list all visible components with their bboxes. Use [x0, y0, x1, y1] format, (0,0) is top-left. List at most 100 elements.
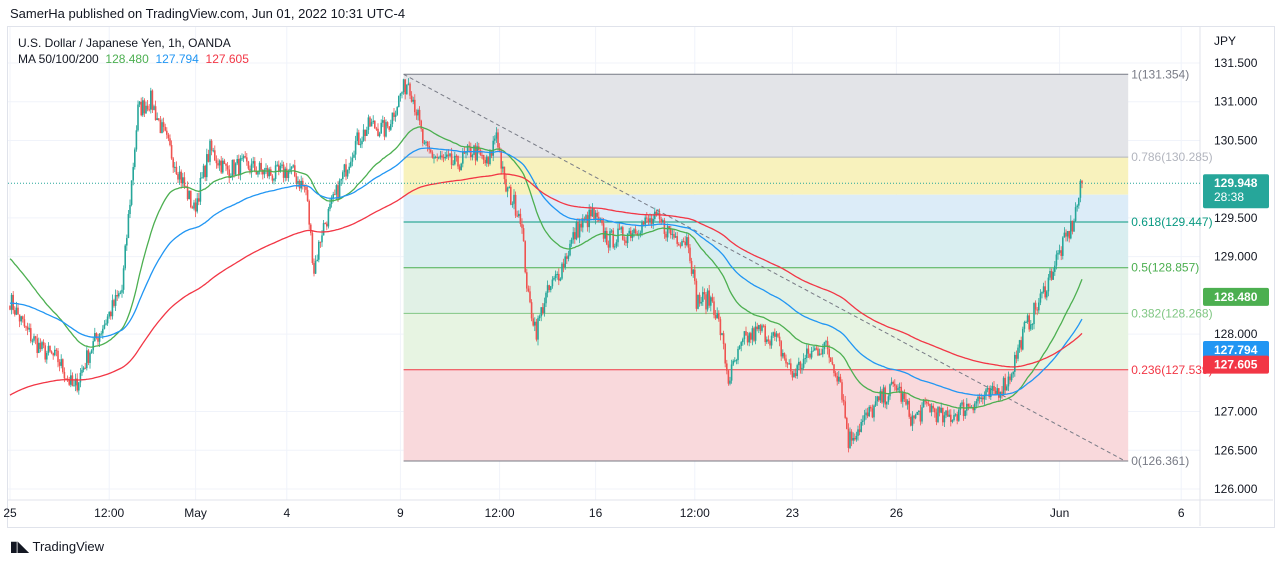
candle — [103, 320, 106, 330]
candle — [326, 221, 328, 231]
candle-body — [380, 122, 382, 134]
candle-body — [188, 190, 190, 200]
candle-body — [644, 217, 646, 225]
candle-body — [322, 223, 325, 236]
candle — [951, 419, 954, 424]
candle-body — [662, 220, 664, 223]
candle — [745, 326, 747, 336]
candle-body — [218, 160, 221, 166]
candle — [911, 411, 914, 432]
fib-label-1: 1(131.354) — [1131, 67, 1189, 81]
candle — [649, 213, 651, 226]
candle-body — [871, 408, 874, 418]
candle — [927, 400, 930, 407]
candle — [254, 157, 256, 173]
candle-body — [1039, 293, 1042, 303]
candle-body — [679, 245, 682, 247]
candle — [1042, 282, 1045, 294]
candle-body — [991, 385, 994, 390]
candle — [110, 310, 112, 320]
candle — [727, 369, 730, 386]
candle-body — [908, 400, 910, 417]
candle — [914, 413, 917, 420]
candle — [313, 258, 315, 277]
candle-body — [489, 151, 491, 165]
candle — [9, 305, 11, 311]
candle — [964, 409, 966, 419]
candle-body — [234, 163, 237, 175]
fib-zone — [403, 157, 1129, 195]
candle-body — [554, 274, 557, 278]
candle-body — [719, 319, 722, 336]
candle-body — [593, 208, 595, 219]
candle — [753, 326, 755, 343]
candle-body — [1015, 354, 1018, 359]
candle-body — [569, 243, 571, 256]
candle — [810, 346, 813, 360]
candle-body — [606, 231, 608, 245]
candle — [169, 134, 171, 147]
candle-body — [1023, 322, 1026, 329]
candle-body — [567, 255, 570, 259]
candle — [154, 100, 157, 121]
candle-body — [892, 381, 894, 384]
candle — [108, 311, 110, 319]
candle — [295, 172, 298, 190]
candle-body — [938, 407, 941, 413]
candle — [561, 262, 563, 280]
candle — [442, 154, 445, 163]
candle — [105, 319, 107, 326]
candle-body — [127, 214, 130, 239]
candle — [188, 190, 190, 200]
brand-name[interactable]: TradingView — [32, 539, 105, 554]
candle — [668, 225, 670, 234]
candle-body — [1028, 315, 1030, 330]
candle-body — [497, 132, 499, 148]
candle-body — [90, 350, 93, 353]
candle — [681, 239, 683, 247]
fib-label-0.236: 0.236(127.539) — [1131, 363, 1212, 377]
candle — [868, 405, 870, 418]
candle — [884, 385, 886, 409]
candle — [686, 232, 688, 247]
candle-body — [484, 159, 486, 164]
candle-body — [831, 361, 834, 365]
candle-body — [844, 401, 846, 418]
candle-body — [316, 259, 318, 262]
candle-body — [407, 83, 410, 85]
candle-body — [1004, 377, 1006, 391]
candle — [454, 151, 456, 166]
candle — [620, 226, 622, 234]
candle — [556, 271, 558, 280]
candle — [60, 354, 62, 369]
candle — [225, 163, 227, 172]
candle — [422, 128, 424, 147]
candle-body — [319, 241, 322, 243]
candle-body — [910, 416, 912, 426]
candle — [791, 370, 794, 381]
candle-body — [54, 349, 56, 356]
candle-body — [786, 363, 789, 365]
candle — [991, 382, 994, 395]
candle — [882, 384, 885, 408]
candle-body — [975, 401, 978, 404]
candle — [246, 153, 248, 166]
candle-body — [561, 263, 563, 279]
candle — [742, 337, 744, 346]
last-price-tag — [1203, 174, 1269, 209]
candle-body — [471, 154, 474, 157]
candle-body — [119, 292, 122, 294]
candle-body — [788, 363, 790, 365]
candle — [860, 418, 862, 433]
candle-body — [161, 122, 163, 134]
candle-body — [695, 280, 698, 309]
candle-body — [665, 233, 667, 238]
candle — [73, 380, 75, 387]
candle — [423, 140, 426, 145]
candle — [607, 240, 610, 254]
candle-body — [236, 159, 238, 164]
candle — [398, 95, 400, 108]
candle-body — [286, 168, 288, 179]
candle — [566, 252, 568, 265]
